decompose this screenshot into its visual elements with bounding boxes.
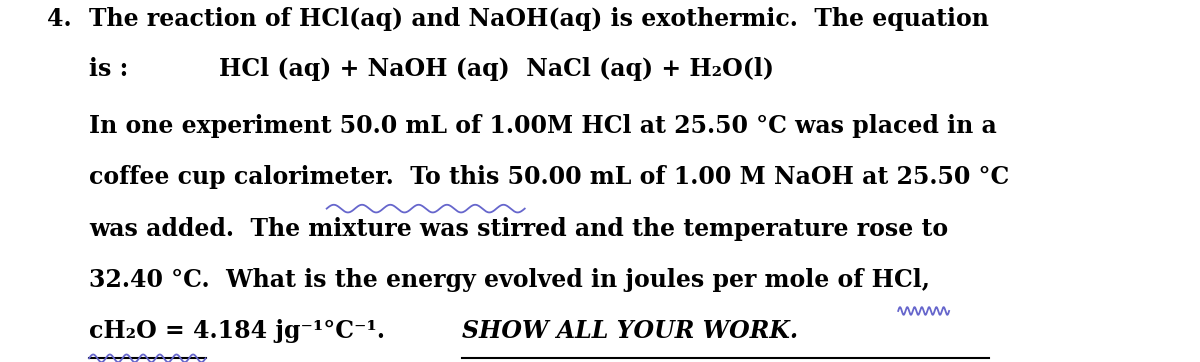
Text: was added.  The mixture was stirred and the temperature rose to: was added. The mixture was stirred and t… bbox=[89, 216, 948, 241]
Text: cH₂O = 4.184 jg⁻¹°C⁻¹.: cH₂O = 4.184 jg⁻¹°C⁻¹. bbox=[89, 319, 402, 343]
Text: 4.: 4. bbox=[47, 7, 72, 31]
Text: The reaction of HCl(aq) and NaOH(aq) is exothermic.  The equation: The reaction of HCl(aq) and NaOH(aq) is … bbox=[89, 7, 989, 31]
Text: SHOW ALL YOUR WORK.: SHOW ALL YOUR WORK. bbox=[462, 319, 799, 343]
Text: coffee cup calorimeter.  To this 50.00 mL of 1.00 M NaOH at 25.50 °C: coffee cup calorimeter. To this 50.00 mL… bbox=[89, 165, 1009, 189]
Text: 32.40 °C.  What is the energy evolved in joules per mole of HCl,: 32.40 °C. What is the energy evolved in … bbox=[89, 268, 930, 292]
Text: is :           HCl (aq) + NaOH (aq)  NaCl (aq) + H₂O(l): is : HCl (aq) + NaOH (aq) NaCl (aq) + H₂… bbox=[89, 56, 774, 81]
Text: In one experiment 50.0 mL of 1.00M HCl at 25.50 °C was placed in a: In one experiment 50.0 mL of 1.00M HCl a… bbox=[89, 114, 997, 138]
